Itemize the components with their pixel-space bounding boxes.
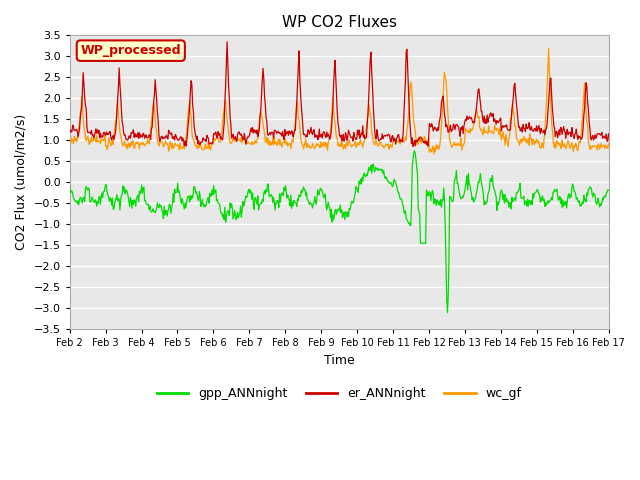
Legend: gpp_ANNnight, er_ANNnight, wc_gf: gpp_ANNnight, er_ANNnight, wc_gf (152, 383, 527, 406)
Title: WP CO2 Fluxes: WP CO2 Fluxes (282, 15, 397, 30)
X-axis label: Time: Time (324, 354, 355, 367)
Y-axis label: CO2 Flux (umol/m2/s): CO2 Flux (umol/m2/s) (15, 114, 28, 251)
Text: WP_processed: WP_processed (81, 44, 181, 57)
